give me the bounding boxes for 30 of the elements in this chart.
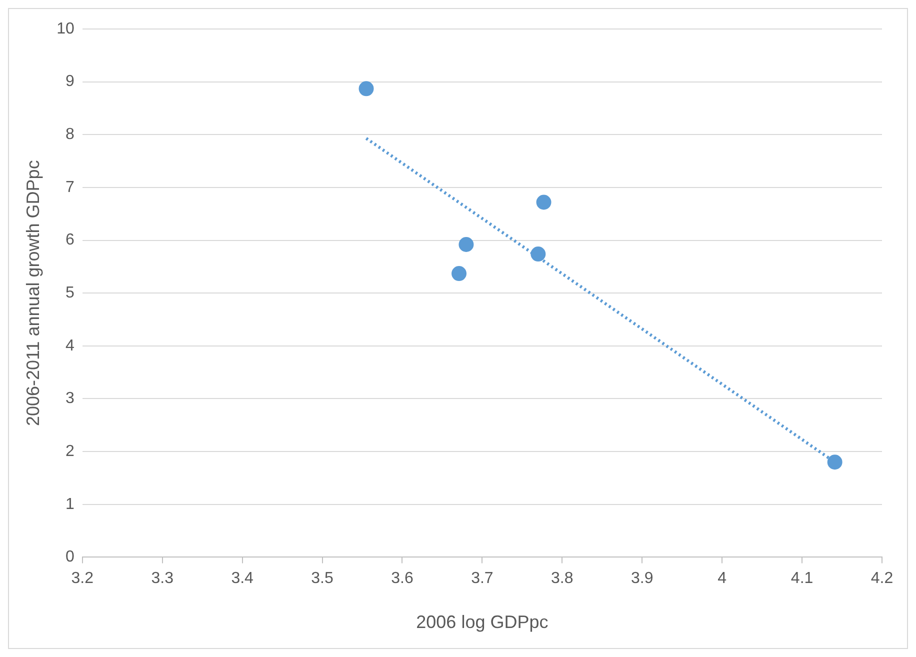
y-tick-label: 7 [65, 178, 74, 196]
x-tick-label: 3.5 [311, 570, 334, 588]
x-tick-label: 3.7 [471, 570, 494, 588]
y-tick-label: 4 [65, 337, 74, 354]
y-tick-label: 10 [56, 20, 74, 38]
x-tick-label: 3.3 [151, 570, 174, 588]
y-tick-label: 1 [65, 496, 74, 513]
point [827, 454, 842, 470]
x-tick-label: 3.6 [391, 570, 414, 588]
point [358, 81, 374, 96]
point [530, 246, 546, 262]
point [536, 194, 552, 210]
y-tick-label: 0 [65, 548, 74, 566]
x-tick-label: 3.2 [71, 570, 94, 588]
y-tick-label: 9 [65, 73, 74, 90]
y-tick-label: 6 [65, 232, 74, 249]
x-tick-label: 3.8 [551, 570, 574, 588]
y-tick-label: 8 [65, 126, 74, 144]
x-tick-label: 3.4 [231, 570, 254, 588]
x-tick-label: 4.2 [870, 570, 894, 588]
y-tick-label: 5 [65, 284, 74, 302]
y-tick-label: 2 [65, 442, 74, 460]
point [458, 237, 474, 252]
point [452, 266, 467, 282]
x-tick-label: 4.1 [790, 570, 814, 588]
y-axis-title: 2006-2011 annual growth GDPpc [22, 160, 43, 426]
x-tick-label: 4 [718, 570, 727, 588]
x-axis-title: 2006 log GDPpc [416, 612, 548, 632]
x-tick-label: 3.9 [630, 570, 654, 588]
y-tick-label: 3 [65, 390, 74, 408]
